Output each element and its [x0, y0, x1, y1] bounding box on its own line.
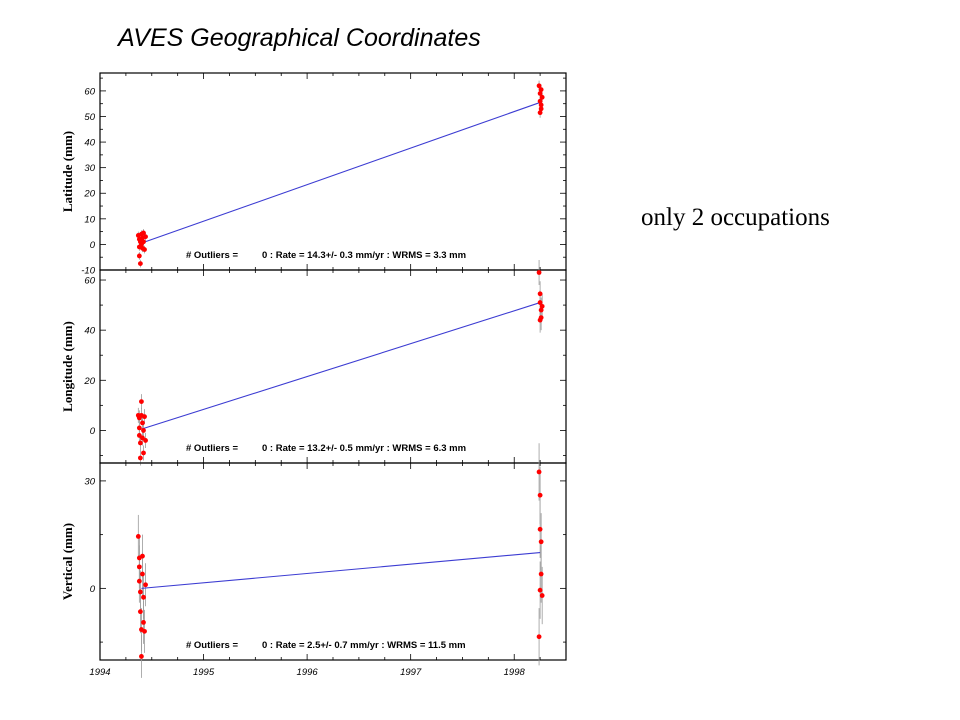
y-axis-label: Vertical (mm) — [60, 523, 75, 600]
rate-stats: 0 : Rate = 14.3+/- 0.3 mm/yr : WRMS = 3.… — [262, 250, 466, 261]
data-point — [141, 428, 146, 433]
data-point — [536, 469, 542, 475]
chart-panel-3: 0 30 Vertical (mm) 1994 1995 1996 1997 1998 # Ou… — [60, 443, 567, 678]
data-point — [136, 564, 142, 570]
rate-stats: 0 : Rate = 13.2+/- 0.5 mm/yr : WRMS = 6.… — [262, 443, 466, 454]
y-tick-label: 10 — [84, 214, 95, 225]
data-point — [137, 455, 143, 461]
y-axis-label: Longitude (mm) — [60, 321, 75, 412]
data-point — [538, 539, 544, 545]
y-tick-label: 60 — [84, 276, 95, 287]
outliers-label: # Outliers = — [186, 443, 238, 454]
data-point — [538, 102, 544, 108]
plot-frame — [99, 462, 567, 661]
outliers-label: # Outliers = — [186, 640, 238, 651]
data-point — [539, 94, 545, 100]
data-point — [139, 654, 144, 659]
data-point — [538, 571, 544, 577]
fit-line — [141, 551, 541, 589]
data-point — [141, 594, 146, 600]
x-tick-label: 1996 — [297, 667, 319, 678]
x-tick-label: 1994 — [89, 667, 110, 678]
data-point — [536, 634, 542, 640]
data-point — [537, 492, 543, 498]
data-point — [137, 440, 143, 446]
data-point — [141, 450, 146, 456]
data-point — [537, 317, 543, 323]
data-point — [142, 628, 147, 634]
chart-panel-1: -10 0 10 20 30 40 50 60 Latitude (mm) # Outliers … — [60, 72, 567, 277]
fit-line — [141, 302, 541, 430]
data-point — [537, 91, 543, 96]
data-point — [139, 399, 144, 404]
data-point — [537, 291, 543, 297]
data-point — [141, 230, 146, 236]
data-point — [143, 582, 148, 588]
data-point — [142, 414, 147, 420]
data-point — [140, 571, 145, 577]
rate-stats: 0 : Rate = 2.5+/- 0.7 mm/yr : WRMS = 11.… — [262, 640, 466, 651]
data-point — [539, 593, 545, 598]
plot-frame — [99, 269, 567, 464]
data-point — [537, 587, 543, 593]
y-tick-label: 20 — [83, 376, 95, 387]
data-point — [140, 553, 145, 559]
y-tick-label: 40 — [84, 326, 95, 337]
data-point — [143, 234, 148, 240]
data-point — [538, 106, 544, 112]
data-point — [135, 534, 141, 539]
data-point — [536, 270, 542, 275]
y-tick-label: 40 — [84, 138, 95, 149]
data-point — [538, 87, 544, 93]
y-tick-label: 0 — [90, 240, 96, 251]
chart-panel-2: 0 20 40 60 Longitude (mm) # Outliers = 0 : Rat… — [60, 259, 567, 466]
data-point — [141, 239, 146, 245]
data-point — [136, 425, 142, 431]
y-tick-label: 0 — [90, 426, 96, 437]
data-point — [539, 303, 545, 309]
data-point — [537, 526, 543, 532]
data-point — [537, 300, 543, 305]
outliers-label: # Outliers = — [186, 250, 238, 261]
data-point — [537, 110, 543, 116]
data-point — [537, 98, 543, 104]
y-tick-label: 0 — [90, 584, 96, 595]
data-point — [136, 578, 142, 584]
y-tick-label: 20 — [83, 189, 95, 200]
fit-line — [141, 101, 541, 244]
data-point — [137, 609, 143, 615]
data-point — [538, 307, 544, 313]
data-point — [136, 253, 142, 259]
data-point — [141, 619, 146, 625]
x-tick-label: 1998 — [504, 667, 526, 678]
chart-title: AVES Geographical Coordinates — [118, 24, 481, 52]
y-tick-label: 30 — [84, 163, 95, 174]
y-tick-label: 30 — [84, 476, 95, 487]
y-axis-label: Latitude (mm) — [60, 131, 75, 212]
data-point — [137, 589, 143, 595]
data-point — [142, 247, 147, 252]
x-tick-label: 1995 — [193, 667, 215, 678]
data-point — [137, 261, 143, 267]
data-point — [140, 420, 145, 426]
data-point — [143, 438, 148, 443]
plot-frame — [99, 72, 567, 271]
data-point — [536, 83, 542, 89]
side-note: only 2 occupations — [641, 204, 830, 231]
y-tick-label: 60 — [84, 86, 95, 97]
y-tick-label: 50 — [84, 112, 95, 123]
x-tick-label: 1997 — [400, 667, 422, 678]
y-tick-label: -10 — [81, 266, 95, 277]
